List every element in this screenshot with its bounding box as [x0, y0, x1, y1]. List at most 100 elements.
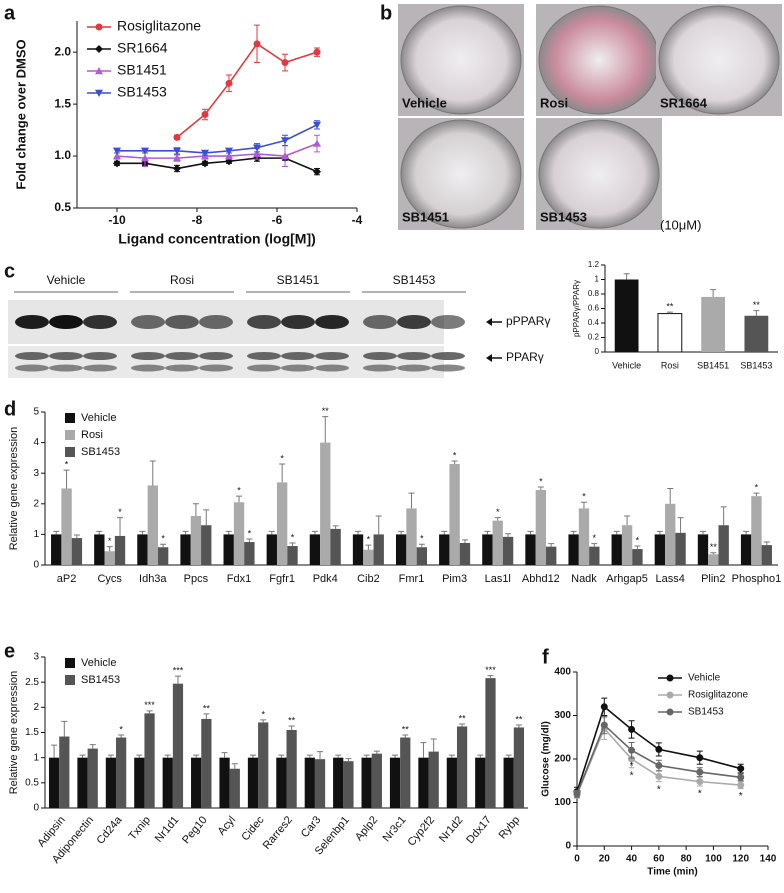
y-tick-label: 2.5: [25, 677, 39, 688]
bar: [446, 757, 457, 808]
point: [201, 111, 209, 118]
concentration-note: (10μM): [660, 217, 701, 232]
error-bar: [537, 486, 544, 491]
error-bar: [149, 460, 156, 486]
blot-band: [431, 352, 465, 360]
x-tick-label: Rybp: [497, 814, 523, 841]
bar: [502, 536, 514, 565]
bar: [485, 678, 496, 808]
bar: [546, 546, 557, 565]
bar: [94, 534, 105, 565]
point: [655, 772, 663, 780]
bar: [373, 534, 384, 565]
x-tick-label: Nr3c1: [381, 814, 409, 844]
bar: [708, 554, 719, 565]
y-tick-label: 1: [595, 275, 600, 284]
point: [696, 768, 704, 776]
bar: [701, 296, 726, 352]
point: [628, 746, 636, 754]
point: [253, 40, 261, 48]
legend-label: SB1453: [117, 84, 167, 100]
blot-band: [315, 364, 349, 372]
error-bar: [441, 530, 448, 535]
legend-marker: [666, 708, 674, 716]
error-bar: [335, 754, 342, 758]
error-bar: [117, 517, 124, 536]
error-bar: [236, 495, 243, 503]
error-bar: [53, 530, 60, 535]
blot-band: [281, 364, 315, 372]
error-bar: [375, 515, 382, 535]
significance: *: [630, 770, 634, 781]
bar: [740, 534, 752, 565]
bar: [389, 757, 401, 808]
y-tick-label: 2.0: [54, 44, 71, 58]
bar: [114, 535, 126, 565]
error-bar: [667, 488, 674, 504]
significance: **: [402, 724, 410, 734]
bar: [162, 757, 173, 808]
error-bar: [192, 503, 199, 517]
bar: [147, 485, 158, 565]
error-bar: [260, 719, 267, 723]
y-axis-label: Relative gene expression: [8, 671, 20, 795]
error-bar: [451, 460, 458, 465]
bar: [513, 727, 525, 808]
error-bar: [160, 543, 167, 548]
y-tick-label: 0.2: [588, 333, 600, 342]
bar: [180, 534, 191, 565]
point: [281, 59, 289, 67]
bar: [352, 534, 364, 565]
blot-band: [397, 364, 431, 372]
band-label: pPPARγ: [506, 314, 550, 328]
bar: [371, 753, 382, 808]
significance: *: [496, 507, 500, 517]
bar: [614, 279, 639, 352]
error-bar: [306, 754, 313, 758]
error-bar: [666, 311, 673, 314]
y-tick-label: 300: [554, 710, 571, 721]
bar: [697, 534, 709, 565]
panel-label: f: [542, 646, 549, 668]
legend-label: SB1453: [81, 674, 120, 686]
y-tick-label: 0.5: [54, 200, 71, 214]
bar: [244, 542, 255, 565]
legend-label: Rosiglitazone: [688, 690, 748, 701]
bar: [320, 442, 331, 565]
x-tick-label: Fdx1: [227, 573, 251, 585]
bar: [201, 525, 212, 565]
blot-band: [247, 315, 281, 329]
significance: *: [280, 453, 284, 463]
significance: *: [698, 789, 702, 800]
y-tick-label: 0.4: [588, 318, 600, 327]
point: [628, 755, 636, 763]
y-axis-label: Fold change over DMSO: [13, 39, 28, 189]
x-tick-label: Acyl: [216, 814, 239, 838]
y-axis-label: Glucose (mg/dl): [541, 721, 552, 797]
x-tick-label: Fgfr1: [269, 573, 295, 585]
error-bar: [753, 492, 760, 497]
x-tick-label: SB1451: [697, 360, 729, 370]
point: [173, 147, 181, 155]
blot-band: [131, 315, 165, 329]
error-bar: [363, 754, 370, 758]
y-tick-label: 1: [33, 752, 39, 763]
bar: [223, 534, 234, 565]
x-tick-label: Nadk: [571, 573, 597, 585]
blot-band: [83, 352, 117, 360]
bar: [333, 757, 344, 808]
significance: *: [119, 724, 123, 734]
legend-label: SR1664: [117, 40, 168, 56]
well: [400, 119, 522, 229]
error-bar: [288, 725, 295, 730]
well-label: SR1664: [660, 95, 708, 110]
error-bar: [634, 545, 641, 550]
legend-label: SB1451: [117, 62, 167, 78]
error-bar: [677, 517, 684, 533]
y-tick-label: 3: [33, 652, 39, 663]
well: [400, 5, 522, 115]
x-tick-label: Lass4: [656, 573, 685, 585]
significance: *: [161, 534, 165, 544]
y-tick-label: 0: [33, 560, 39, 571]
